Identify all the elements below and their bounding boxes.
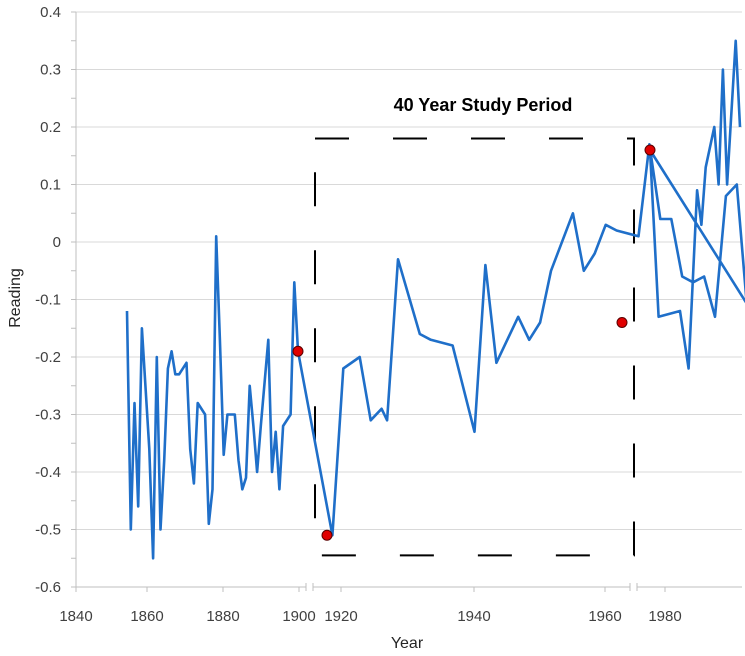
x-tick-label: 1980	[648, 608, 681, 625]
axes	[71, 11, 742, 591]
x-axis-title: Year	[391, 635, 424, 652]
series-line	[125, 39, 745, 560]
study-period-rect	[314, 137, 635, 557]
highlight-point	[292, 345, 304, 357]
y-tick-label: -0.5	[35, 522, 61, 539]
data-series	[125, 39, 745, 560]
y-tick-label: -0.1	[35, 292, 61, 309]
y-tick-label: -0.4	[35, 464, 61, 481]
highlighted-points	[292, 144, 656, 541]
y-tick-label: 0.1	[40, 177, 61, 194]
x-tick-label: 1880	[206, 608, 239, 625]
y-axis-title: Reading	[7, 268, 24, 328]
y-tick-labels: -0.6 -0.5 -0.4 -0.3 -0.2 -0.1 0 0.1 0.2 0.3 0.4	[35, 4, 61, 596]
y-tick-label: -0.2	[35, 349, 61, 366]
study-period-label: 40 Year Study Period	[394, 95, 573, 115]
y-tick-label: -0.3	[35, 407, 61, 424]
highlight-point	[644, 144, 656, 156]
highlight-point	[321, 529, 333, 541]
study-period-box	[314, 137, 635, 557]
x-tick-label: 1920	[324, 608, 357, 625]
y-tick-label: 0.3	[40, 62, 61, 79]
highlight-point	[616, 317, 628, 328]
gridlines	[76, 11, 742, 530]
x-tick-labels: 1840 1860 1880 1900 1920 1940 1960 1980	[59, 587, 682, 625]
x-tick-label: 1900	[282, 608, 315, 625]
y-tick-label: 0.2	[40, 119, 61, 136]
x-tick-label: 1940	[457, 608, 490, 625]
x-tick-label: 1840	[59, 608, 92, 625]
y-tick-label: 0.4	[40, 4, 61, 21]
y-tick-label: 0	[53, 234, 61, 251]
x-tick-label: 1860	[130, 608, 163, 625]
x-tick-label: 1960	[588, 608, 621, 625]
y-tick-label: -0.6	[35, 579, 61, 596]
